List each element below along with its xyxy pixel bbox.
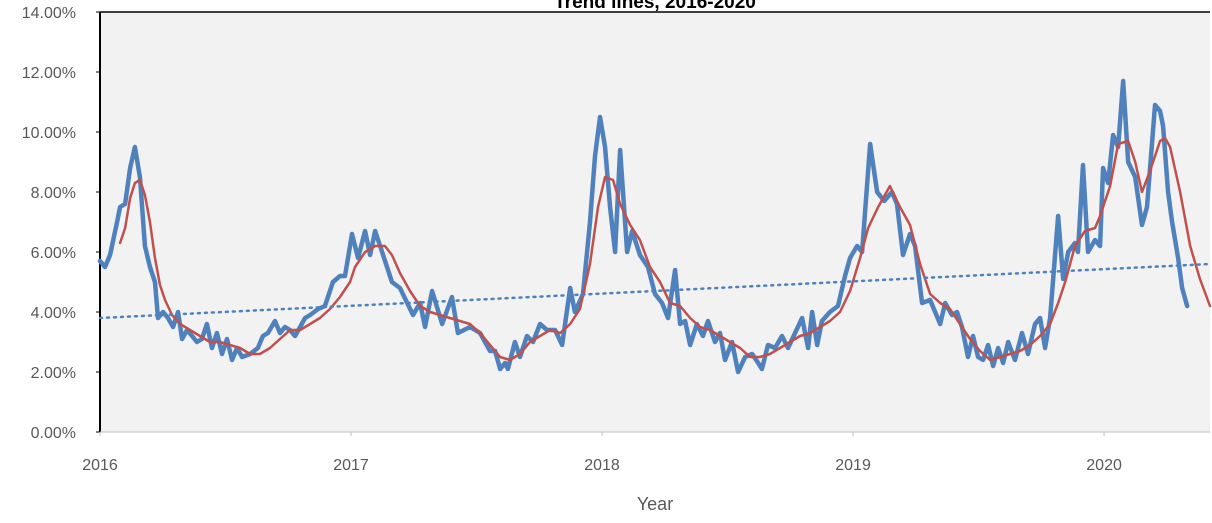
x-tick-label: 2017 [333,457,369,474]
series-line [118,136,1212,362]
y-tick-label: 14.00% [22,5,76,22]
x-tick-label: 2020 [1086,457,1122,474]
chart-title: Trend lines, 2016-2020 [554,0,756,13]
y-tick-label: 0.00% [31,425,76,442]
x-axis-label: Year [637,494,673,514]
x-tick-label: 2019 [835,457,871,474]
y-tick-label: 10.00% [22,125,76,142]
x-tick-label: 2016 [82,457,118,474]
y-tick-label: 6.00% [31,245,76,262]
y-tick-label: 12.00% [22,65,76,82]
y-tick-label: 8.00% [31,185,76,202]
y-tick-label: 4.00% [31,305,76,322]
plot-area [100,12,1210,432]
series-line [98,262,1212,320]
x-tick-label: 2018 [584,457,620,474]
y-tick-label: 2.00% [31,365,76,382]
series-line [97,78,1190,375]
